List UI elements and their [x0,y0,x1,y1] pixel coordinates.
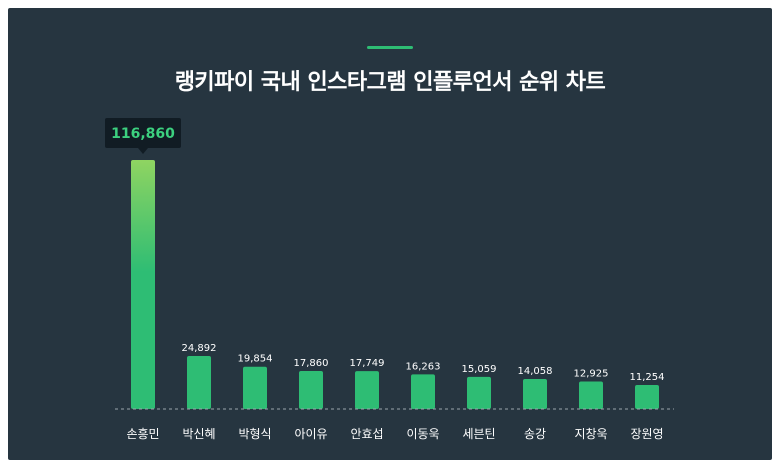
category-label-7: 세븐틴 [462,427,495,441]
bar-2 [187,355,211,409]
category-label-9: 지창욱 [574,427,607,441]
chart-title: 랭키파이 국내 인스타그램 인플루언서 순위 차트 [174,70,606,95]
value-label-9: 12,925 [574,368,609,379]
value-label-7: 15,059 [462,364,497,375]
category-label-8: 송강 [524,427,546,441]
bar-1 [131,160,155,409]
category-label-10: 장원영 [630,427,663,441]
title-accent-bar [367,46,413,49]
bar-10 [635,385,659,409]
bar-8 [523,379,547,409]
category-label-4: 아이유 [294,427,327,441]
value-tooltip: 116,860 [105,118,181,154]
value-label-3: 19,854 [238,354,273,365]
category-label-2: 박신혜 [182,427,215,441]
bar-chart: 116,860 손흥민 24,892 박신혜 19,854 박형식 17,860 아이유 17,… [105,118,674,441]
bar-7 [467,376,491,409]
value-label-6: 16,263 [406,361,441,372]
bar-6 [411,374,435,409]
tooltip-pointer [138,148,148,154]
tooltip-value-label: 116,860 [111,126,175,142]
chart-panel: 랭키파이 국내 인스타그램 인플루언서 순위 차트 116,860 손흥민 24,8… [8,8,772,460]
bar-3 [243,366,267,409]
value-label-2: 24,892 [182,343,217,354]
value-label-4: 17,860 [294,358,329,369]
tooltip-box [105,118,181,148]
value-label-5: 17,749 [350,358,385,369]
value-label-8: 14,058 [518,366,553,377]
bar-9 [579,381,603,409]
value-label-10: 11,254 [630,372,665,383]
bar-5 [355,371,379,409]
category-label-5: 안효섭 [350,427,383,441]
bar-4 [299,370,323,409]
category-label-1: 손흥민 [126,427,159,441]
category-label-3: 박형식 [238,427,271,441]
category-label-6: 이동욱 [406,427,439,441]
